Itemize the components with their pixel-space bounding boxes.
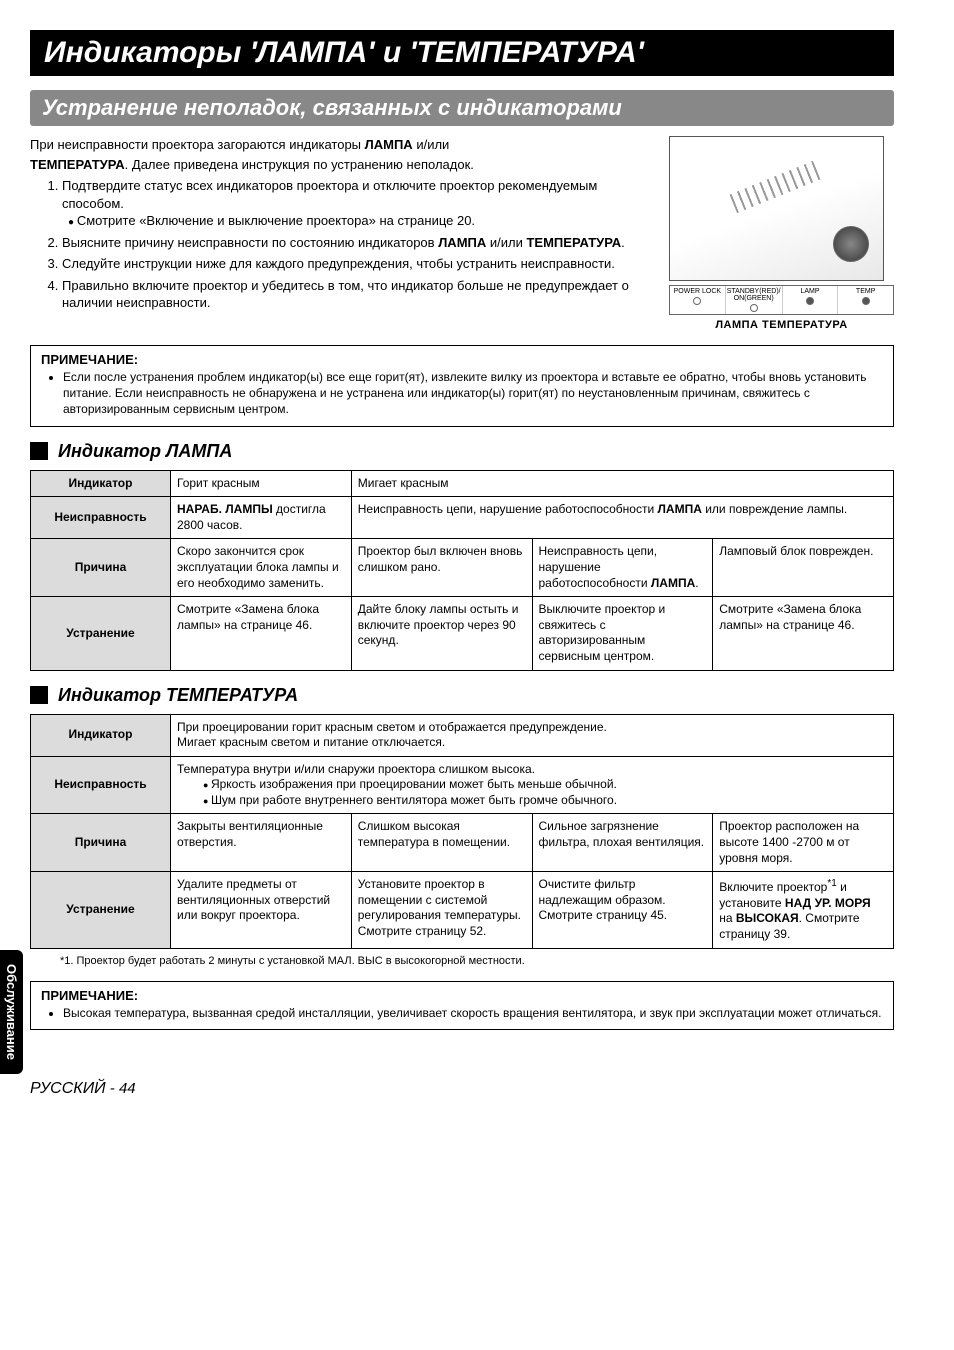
temp-fault-b1: Яркость изображения при проецировании мо…: [203, 777, 887, 793]
note-text-2: Высокая температура, вызванная средой ин…: [63, 1005, 883, 1021]
temp-remedy-c1: Удалите предметы от вентиляционных отвер…: [171, 872, 352, 948]
temp-row-fault-label: Неисправность: [31, 756, 171, 814]
temp-remedy-c4: Включите проектор*1 и установите НАД УР.…: [713, 872, 894, 948]
note-box-1: ПРИМЕЧАНИЕ: Если после устранения пробле…: [30, 345, 894, 427]
lamp-heading: Индикатор ЛАМПА: [58, 441, 232, 462]
square-bullet-icon: [30, 686, 48, 704]
page-title: Индикаторы 'ЛАМПА' и 'ТЕМПЕРАТУРА': [30, 30, 894, 76]
intro-step-4: Правильно включите проектор и убедитесь …: [62, 277, 655, 312]
footer-lang: РУССКИЙ: [30, 1080, 106, 1097]
lamp-fault-c1: НАРАБ. ЛАМПЫ достигла 2800 часов.: [171, 497, 352, 539]
lamp-cause-c3: Неисправность цепи, нарушение работоспос…: [532, 539, 713, 597]
intro-step-1: Подтвердите статус всех индикаторов прое…: [62, 177, 655, 230]
side-tab: Обслуживание: [0, 950, 23, 1074]
note-box-2: ПРИМЕЧАНИЕ: Высокая температура, вызванн…: [30, 981, 894, 1030]
temp-cause-c3: Сильное загрязнение фильтра, плохая вент…: [532, 814, 713, 872]
intro-step-3: Следуйте инструкции ниже для каждого пре…: [62, 255, 655, 273]
intro-line2: ТЕМПЕРАТУРА. Далее приведена инструкция …: [30, 156, 655, 174]
lamp-cause-c1: Скоро закончится срок эксплуатации блока…: [171, 539, 352, 597]
note-title-1: ПРИМЕЧАНИЕ:: [41, 352, 883, 367]
lamp-row-fault-label: Неисправность: [31, 497, 171, 539]
temp-row-indicator-label: Индикатор: [31, 714, 171, 756]
projector-image: [669, 136, 884, 281]
temp-fault-text: Температура внутри и/или снаружи проекто…: [171, 756, 894, 814]
projector-image-wrap: POWER LOCK STANDBY(RED)/ ON(GREEN) LAMP …: [669, 136, 894, 331]
intro-step-2: Выясните причину неисправности по состоя…: [62, 234, 655, 252]
lamp-remedy-c3: Выключите проектор и свяжитесь с авториз…: [532, 597, 713, 670]
lamp-section-head: Индикатор ЛАМПА: [30, 441, 894, 462]
temp-cause-c2: Слишком высокая температура в помещении.: [351, 814, 532, 872]
temp-section-head: Индикатор ТЕМПЕРАТУРА: [30, 685, 894, 706]
lamp-fault-c2: Неисправность цепи, нарушение работоспос…: [351, 497, 893, 539]
temp-table: Индикатор При проецировании горит красны…: [30, 714, 894, 949]
lamp-indicator-c2: Мигает красным: [351, 470, 893, 497]
temp-fault-b2: Шум при работе внутреннего вентилятора м…: [203, 793, 887, 809]
lamp-row-indicator-label: Индикатор: [31, 470, 171, 497]
note-text-1: Если после устранения проблем индикатор(…: [63, 369, 883, 418]
projector-caption: ЛАМПА ТЕМПЕРАТУРА: [669, 319, 894, 331]
temp-row-remedy-label: Устранение: [31, 872, 171, 948]
lamp-cause-c2: Проектор был включен вновь слишком рано.: [351, 539, 532, 597]
square-bullet-icon: [30, 442, 48, 460]
page-footer: РУССКИЙ - 44: [30, 1080, 894, 1098]
temp-row-cause-label: Причина: [31, 814, 171, 872]
intro-step-1-sub: Смотрите «Включение и выключение проекто…: [68, 212, 655, 230]
lamp-remedy-c4: Смотрите «Замена блока лампы» на страниц…: [713, 597, 894, 670]
lamp-indicator-c1: Горит красным: [171, 470, 352, 497]
temp-remedy-c2: Установите проектор в помещении с систем…: [351, 872, 532, 948]
section-subtitle: Устранение неполадок, связанных с индика…: [30, 90, 894, 126]
intro-line1: При неисправности проектора загораются и…: [30, 136, 655, 154]
intro-wrap: При неисправности проектора загораются и…: [30, 136, 894, 331]
footnote: *1. Проектор будет работать 2 минуты с у…: [60, 955, 894, 967]
lamp-row-cause-label: Причина: [31, 539, 171, 597]
lamp-row-remedy-label: Устранение: [31, 597, 171, 670]
lamp-remedy-c2: Дайте блоку лампы остыть и включите прое…: [351, 597, 532, 670]
temp-heading: Индикатор ТЕМПЕРАТУРА: [58, 685, 298, 706]
indicator-legend: POWER LOCK STANDBY(RED)/ ON(GREEN) LAMP …: [669, 285, 894, 315]
note-title-2: ПРИМЕЧАНИЕ:: [41, 988, 883, 1003]
lamp-table: Индикатор Горит красным Мигает красным Н…: [30, 470, 894, 671]
temp-indicator-text: При проецировании горит красным светом и…: [171, 714, 894, 756]
temp-cause-c1: Закрыты вентиляционные отверстия.: [171, 814, 352, 872]
temp-remedy-c3: Очистите фильтр надлежащим образом. Смот…: [532, 872, 713, 948]
lamp-cause-c4: Ламповый блок поврежден.: [713, 539, 894, 597]
intro-text: При неисправности проектора загораются и…: [30, 136, 655, 331]
footer-page: - 44: [106, 1080, 136, 1097]
temp-cause-c4: Проектор расположен на высоте 1400 -2700…: [713, 814, 894, 872]
lamp-remedy-c1: Смотрите «Замена блока лампы» на страниц…: [171, 597, 352, 670]
